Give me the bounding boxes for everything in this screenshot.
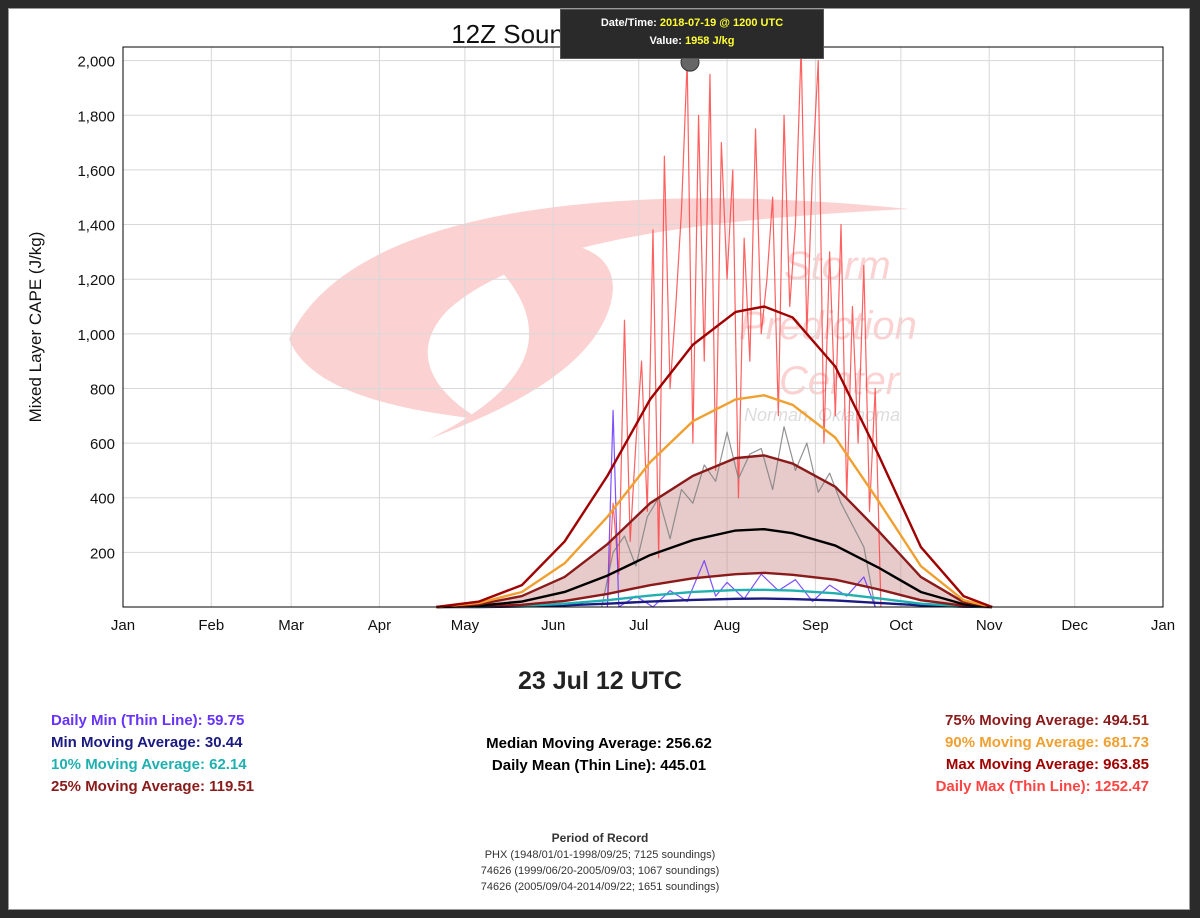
stat-median-ma: Median Moving Average: 256.62 <box>486 735 712 752</box>
series-10-moving-average <box>436 588 993 609</box>
x-tick-label: Mar <box>278 617 304 634</box>
y-tick-label: 1,200 <box>77 272 115 289</box>
stat-max-ma: Max Moving Average: 963.85 <box>945 756 1149 773</box>
stat-daily-min: Daily Min (Thin Line): 59.75 <box>51 712 245 729</box>
y-tick-label: 200 <box>90 545 115 562</box>
watermark-line3: Center <box>779 359 901 403</box>
stat-p75-ma: 75% Moving Average: 494.51 <box>945 712 1149 729</box>
y-tick-label: 1,800 <box>77 108 115 125</box>
series-daily-max-thin-line <box>606 46 882 608</box>
y-tick-label: 2,000 <box>77 54 115 71</box>
record-line-3: 74626 (2005/09/04-2014/09/22; 1651 sound… <box>480 881 720 893</box>
stat-p25-ma: 25% Moving Average: 119.51 <box>51 778 255 795</box>
watermark-line1: Storm <box>784 244 891 288</box>
spc-watermark: Storm Prediction Center Norman, Oklahoma <box>289 198 917 439</box>
y-axis-label: Mixed Layer CAPE (J/kg) <box>26 232 45 423</box>
series-median-moving-average <box>436 527 993 609</box>
series-90-moving-average <box>436 394 993 609</box>
x-tick-label: Feb <box>198 617 224 634</box>
chart-svg: Storm Prediction Center Norman, Oklahoma… <box>26 19 1175 634</box>
series-lines <box>436 46 993 609</box>
stat-p10-ma: 10% Moving Average: 62.14 <box>51 756 247 773</box>
tooltip-datetime-label: Date/Time: <box>600 17 657 29</box>
y-tick-label: 1,600 <box>77 163 115 180</box>
tooltip-datetime: 2018-07-19 @ 1200 UTC <box>659 17 784 29</box>
x-tick-label: Oct <box>889 617 913 634</box>
series-75-moving-average <box>436 454 993 609</box>
x-tick-label: Apr <box>368 617 391 634</box>
record-line-2: 74626 (1999/06/20-2005/09/03; 1067 sound… <box>480 865 720 877</box>
x-tick-label: Nov <box>976 617 1003 634</box>
x-tick-label: Jul <box>629 617 648 634</box>
x-tick-label: May <box>451 617 480 634</box>
grid <box>122 47 1164 607</box>
stat-min-ma: Min Moving Average: 30.44 <box>51 734 243 751</box>
x-axis-ticks: Jan Feb Mar Apr May Jun Jul Aug Sep Oct Nov Dec Jan <box>111 617 1175 634</box>
chart-frame: Storm Prediction Center Norman, Oklahoma… <box>8 8 1190 910</box>
y-tick-label: 1,000 <box>77 327 115 344</box>
x-tick-label: Aug <box>714 617 741 634</box>
y-tick-label: 800 <box>90 381 115 398</box>
stat-p90-ma: 90% Moving Average: 681.73 <box>945 734 1149 751</box>
y-tick-label: 400 <box>90 491 115 508</box>
x-tick-label: Sep <box>802 617 829 634</box>
record-title: Period of Record <box>551 831 649 845</box>
series-max-moving-average <box>436 305 993 609</box>
tooltip: Date/Time: 2018-07-19 @ 1200 UTC Value: … <box>560 9 824 59</box>
x-tick-label: Dec <box>1061 617 1088 634</box>
series-daily-mean-thin-line <box>601 426 876 608</box>
x-tick-label: Jan <box>1151 617 1175 634</box>
series-25-moving-average <box>436 571 993 609</box>
y-tick-label: 600 <box>90 436 115 453</box>
current-date-label: 23 Jul 12 UTC <box>518 667 682 695</box>
tooltip-value-label: Value: <box>649 35 682 47</box>
record-line-1: PHX (1948/01/01-1998/09/25; 7125 soundin… <box>484 849 716 861</box>
x-tick-label: Jan <box>111 617 135 634</box>
y-axis-ticks: 200 400 600 800 1,000 1,200 1,400 1,600 1,800 2,0… <box>77 54 115 563</box>
y-tick-label: 1,400 <box>77 218 115 235</box>
stat-daily-max: Daily Max (Thin Line): 1252.47 <box>935 778 1149 795</box>
tooltip-value: 1958 J/kg <box>684 35 735 47</box>
stat-daily-mean: Daily Mean (Thin Line): 445.01 <box>491 757 707 774</box>
x-tick-label: Jun <box>541 617 565 634</box>
